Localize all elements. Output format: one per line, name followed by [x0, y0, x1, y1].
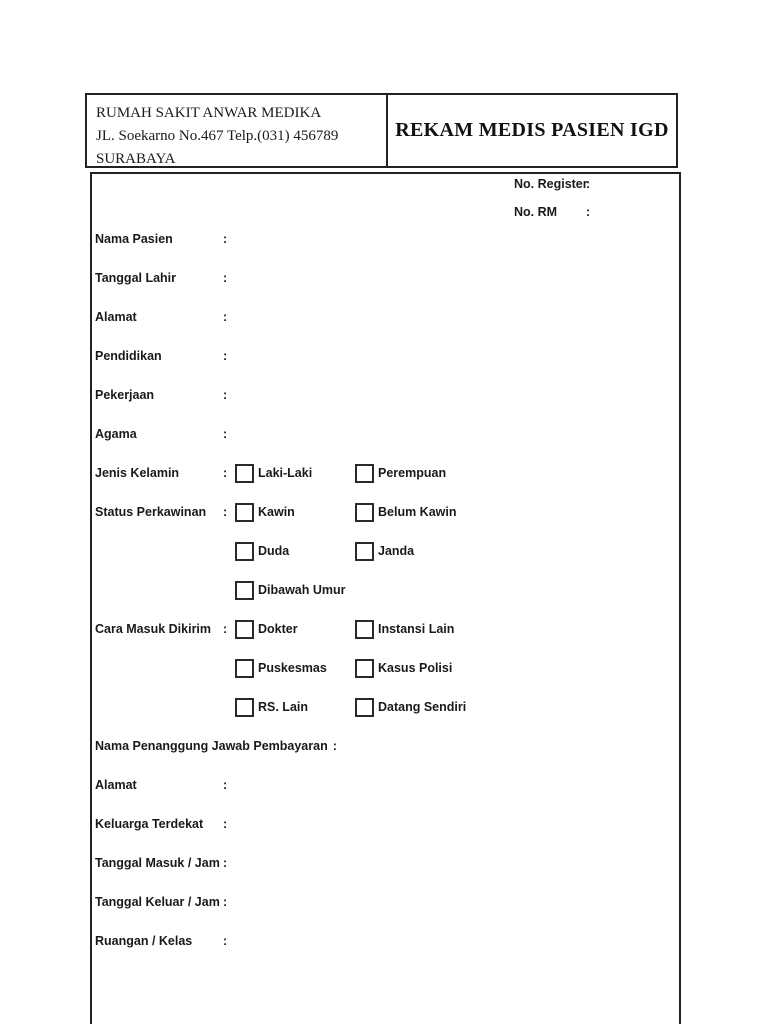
hospital-info: RUMAH SAKIT ANWAR MEDIKA JL. Soekarno No… [87, 95, 388, 167]
field-label-tanggal-keluar: Tanggal Keluar / Jam [95, 895, 220, 909]
no-rm-colon: : [586, 205, 591, 219]
option-label-perempuan: Perempuan [378, 466, 447, 480]
field-colon: : [223, 232, 228, 246]
option-label-belum-kawin: Belum Kawin [378, 505, 457, 519]
field-label-agama: Agama [95, 427, 137, 441]
field-colon: : [223, 934, 228, 948]
field-label-tanggal-masuk: Tanggal Masuk / Jam [95, 856, 220, 870]
field-colon: : [223, 349, 228, 363]
field-row-pendidikan: Pendidikan : [95, 349, 670, 369]
no-register-colon: : [586, 177, 591, 191]
field-label-alamat: Alamat [95, 310, 137, 324]
field-colon: : [223, 505, 228, 519]
letterhead: RUMAH SAKIT ANWAR MEDIKA JL. Soekarno No… [85, 93, 678, 168]
field-colon: : [223, 310, 228, 324]
field-row-tanggal-keluar: Tanggal Keluar / Jam : [95, 895, 670, 915]
field-colon: : [332, 739, 337, 753]
option-label-laki-laki: Laki-Laki [258, 466, 313, 480]
option-label-puskesmas: Puskesmas [258, 661, 327, 675]
option-label-dokter: Dokter [258, 622, 298, 636]
field-row-pekerjaan: Pekerjaan : [95, 388, 670, 408]
option-label-instansi-lain: Instansi Lain [378, 622, 455, 636]
field-row-agama: Agama : [95, 427, 670, 447]
field-label-pendidikan: Pendidikan [95, 349, 162, 363]
no-rm-row: No. RM: [514, 205, 590, 221]
field-row-nama-pasien: Nama Pasien : [95, 232, 670, 252]
no-register-label: No. Register [514, 177, 588, 191]
checkbox-janda[interactable] [355, 542, 374, 561]
field-row-tanggal-lahir: Tanggal Lahir : [95, 271, 670, 291]
form-body: No. Register: No. RM: Nama Pasien : Tang… [90, 172, 681, 1024]
no-register-row: No. Register: [514, 177, 590, 193]
option-label-janda: Janda [378, 544, 415, 558]
checkbox-puskesmas[interactable] [235, 659, 254, 678]
hospital-city: SURABAYA [96, 151, 176, 167]
field-colon: : [223, 895, 228, 909]
checkbox-dokter[interactable] [235, 620, 254, 639]
field-colon: : [223, 388, 228, 402]
checkbox-kawin[interactable] [235, 503, 254, 522]
field-label-ruangan-kelas: Ruangan / Kelas [95, 934, 193, 948]
field-label-nama-pasien: Nama Pasien [95, 232, 173, 246]
checkbox-perempuan[interactable] [355, 464, 374, 483]
field-row-alamat-penanggung: Alamat : [95, 778, 670, 798]
field-colon: : [223, 271, 228, 285]
no-rm-label: No. RM [514, 205, 558, 219]
option-label-kawin: Kawin [258, 505, 295, 519]
field-row-ruangan-kelas: Ruangan / Kelas : [95, 934, 670, 954]
field-label-penanggung-jawab: Nama Penanggung Jawab Pembayaran [95, 739, 328, 753]
hospital-address: JL. Soekarno No.467 Telp.(031) 456789 [96, 128, 339, 144]
field-colon: : [223, 466, 228, 480]
field-colon: : [223, 622, 228, 636]
option-label-rs-lain: RS. Lain [258, 700, 309, 714]
option-label-datang-sendiri: Datang Sendiri [378, 700, 467, 714]
checkbox-belum-kawin[interactable] [355, 503, 374, 522]
option-row-duda-janda: Duda Janda [95, 542, 670, 564]
field-row-status-perkawinan: Status Perkawinan : Kawin Belum Kawin [95, 503, 670, 525]
field-label-tanggal-lahir: Tanggal Lahir [95, 271, 177, 285]
form-title: REKAM MEDIS PASIEN IGD [395, 119, 669, 141]
field-label-pekerjaan: Pekerjaan [95, 388, 155, 402]
field-colon: : [223, 817, 228, 831]
field-label-keluarga-terdekat: Keluarga Terdekat [95, 817, 204, 831]
option-row-dibawah-umur: Dibawah Umur [95, 581, 670, 603]
checkbox-rs-lain[interactable] [235, 698, 254, 717]
checkbox-datang-sendiri[interactable] [355, 698, 374, 717]
field-colon: : [223, 427, 228, 441]
option-label-kasus-polisi: Kasus Polisi [378, 661, 453, 675]
field-row-jenis-kelamin: Jenis Kelamin : Laki-Laki Perempuan [95, 464, 670, 486]
checkbox-dibawah-umur[interactable] [235, 581, 254, 600]
field-label-jenis-kelamin: Jenis Kelamin [95, 466, 180, 480]
field-label-cara-masuk: Cara Masuk Dikirim [95, 622, 212, 636]
checkbox-duda[interactable] [235, 542, 254, 561]
checkbox-kasus-polisi[interactable] [355, 659, 374, 678]
field-row-penanggung-jawab: Nama Penanggung Jawab Pembayaran: [95, 739, 670, 759]
field-label-alamat-penanggung: Alamat [95, 778, 137, 792]
hospital-name: RUMAH SAKIT ANWAR MEDIKA [96, 105, 322, 121]
field-label-status-perkawinan: Status Perkawinan [95, 505, 207, 519]
field-row-keluarga-terdekat: Keluarga Terdekat : [95, 817, 670, 837]
field-row-tanggal-masuk: Tanggal Masuk / Jam : [95, 856, 670, 876]
field-row-alamat: Alamat : [95, 310, 670, 330]
option-label-dibawah-umur: Dibawah Umur [258, 583, 346, 597]
option-label-duda: Duda [258, 544, 290, 558]
field-row-cara-masuk: Cara Masuk Dikirim : Dokter Instansi Lai… [95, 620, 670, 642]
checkbox-instansi-lain[interactable] [355, 620, 374, 639]
field-colon: : [223, 856, 228, 870]
option-row-rs-lain-datang-sendiri: RS. Lain Datang Sendiri [95, 698, 670, 720]
field-colon: : [223, 778, 228, 792]
option-row-puskesmas-kasus-polisi: Puskesmas Kasus Polisi [95, 659, 670, 681]
checkbox-laki-laki[interactable] [235, 464, 254, 483]
